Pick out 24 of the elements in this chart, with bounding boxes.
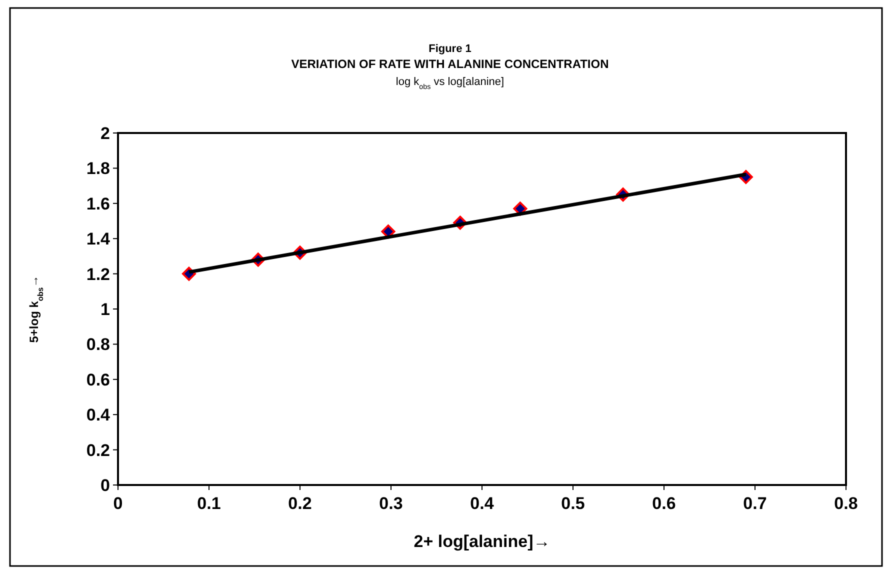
- x-tick-label: 0.2: [288, 494, 312, 513]
- y-tick-label: 1.2: [86, 264, 110, 284]
- point: [381, 224, 396, 239]
- x-tick-label: 0: [113, 494, 123, 513]
- y-tick-label: 0.6: [86, 370, 110, 390]
- y-tick-label: 1.6: [86, 194, 110, 214]
- x-tick-label: 0.3: [379, 494, 403, 513]
- y-tick-label: 0.2: [86, 440, 110, 460]
- y-tick-label: 2: [100, 124, 110, 143]
- y-tick-label: 0: [100, 476, 110, 495]
- y-tick-label: 1.8: [86, 159, 110, 178]
- y-tick-label: 0.8: [86, 335, 110, 354]
- y-tick-label: 1: [100, 300, 110, 319]
- x-tick-label: 0.8: [834, 494, 858, 513]
- x-tick-label: 0.1: [197, 494, 221, 513]
- y-tick-label: 1.4: [86, 230, 111, 249]
- x-tick-label: 0.6: [652, 494, 676, 513]
- x-axis-title: 2+ log[alanine]→: [414, 532, 550, 551]
- chart-title: Figure 1 VERIATION OF RATE WITH ALANINE CONCENTRATION: [291, 43, 609, 71]
- x-tick-label: 0.4: [470, 494, 494, 513]
- y-tick-label: 0.4: [86, 406, 111, 425]
- x-tick-label: 0.7: [743, 494, 767, 513]
- chart-subtitle: log k$_{obs}$ vs log[alanine]: [396, 76, 504, 91]
- x-tick-label: 0.5: [561, 494, 585, 513]
